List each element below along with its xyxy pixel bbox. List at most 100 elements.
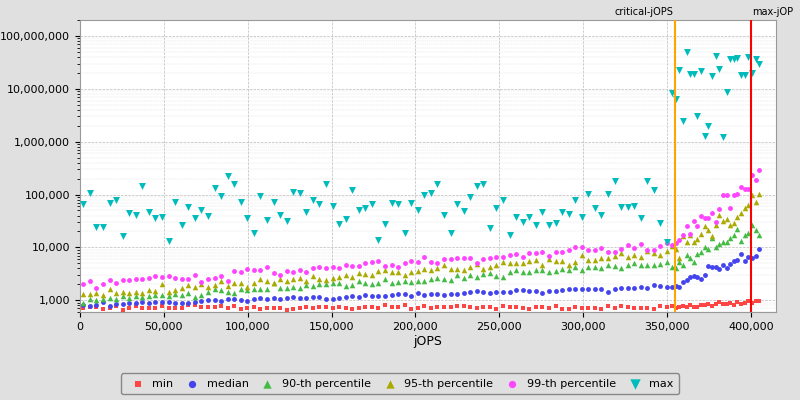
min [670,305,682,312]
99-th percentile [280,268,293,274]
90-th percentile [670,265,682,271]
median [634,284,647,290]
95-th percentile [490,262,503,268]
median [738,258,751,264]
median [602,288,614,295]
90-th percentile [444,276,457,283]
median [378,292,391,299]
min [589,305,602,312]
max [195,206,208,213]
median [425,291,438,297]
median [698,272,711,278]
median [254,295,267,301]
95-th percentile [136,289,149,296]
max [536,209,549,215]
max [103,200,116,206]
90-th percentile [214,287,227,294]
99-th percentile [530,250,542,256]
90-th percentile [156,292,169,298]
median [339,293,352,300]
median [641,285,654,291]
max [300,208,313,215]
90-th percentile [661,259,674,266]
95-th percentile [222,283,234,289]
90-th percentile [142,292,155,299]
95-th percentile [582,256,594,263]
95-th percentile [694,231,707,238]
max [523,214,536,220]
max [614,204,627,210]
95-th percentile [677,232,690,239]
99-th percentile [661,240,674,246]
min [503,304,516,310]
median [706,264,718,270]
90-th percentile [280,284,293,291]
95-th percentile [280,278,293,284]
max [372,237,385,244]
max [130,212,142,218]
min [156,303,169,309]
median [477,289,490,295]
max [149,215,162,221]
median [694,276,707,282]
99-th percentile [717,191,730,198]
max [385,200,398,206]
min [628,304,641,311]
min [83,303,96,310]
99-th percentile [549,248,562,255]
90-th percentile [294,284,306,291]
median [628,285,641,291]
90-th percentile [359,280,372,286]
max [654,220,667,226]
Legend: min, median, 90-th percentile, 95-th percentile, 99-th percentile, max: min, median, 90-th percentile, 95-th per… [121,373,679,394]
99-th percentile [142,275,155,282]
90-th percentile [300,281,313,288]
max [339,216,352,222]
min [319,304,332,310]
min [666,303,678,310]
99-th percentile [702,215,714,221]
median [450,291,463,297]
max [234,199,247,206]
median [742,254,754,261]
90-th percentile [352,277,365,284]
median [313,294,326,300]
min [261,304,274,311]
max [189,215,202,222]
median [385,292,398,298]
95-th percentile [156,281,169,288]
max [294,190,306,196]
99-th percentile [749,177,762,183]
median [136,298,149,305]
99-th percentile [477,256,490,262]
min [687,304,700,310]
90-th percentile [123,294,136,301]
99-th percentile [425,259,438,265]
min [742,298,754,304]
min [175,305,188,311]
max [677,118,690,124]
max [208,185,221,191]
min [97,306,110,312]
95-th percentile [267,280,280,286]
median [490,289,503,296]
90-th percentile [702,245,714,252]
99-th percentile [189,272,202,278]
min [411,305,424,312]
X-axis label: jOPS: jOPS [414,334,442,348]
min [738,300,751,306]
99-th percentile [405,258,418,265]
90-th percentile [641,262,654,268]
99-th percentile [294,267,306,274]
99-th percentile [483,255,496,262]
max [306,197,319,204]
median [575,286,588,293]
90-th percentile [595,264,608,271]
min [549,303,562,310]
95-th percentile [130,289,142,296]
min [162,305,175,311]
95-th percentile [234,279,247,286]
max [742,54,754,60]
99-th percentile [673,237,686,244]
median [189,299,202,305]
